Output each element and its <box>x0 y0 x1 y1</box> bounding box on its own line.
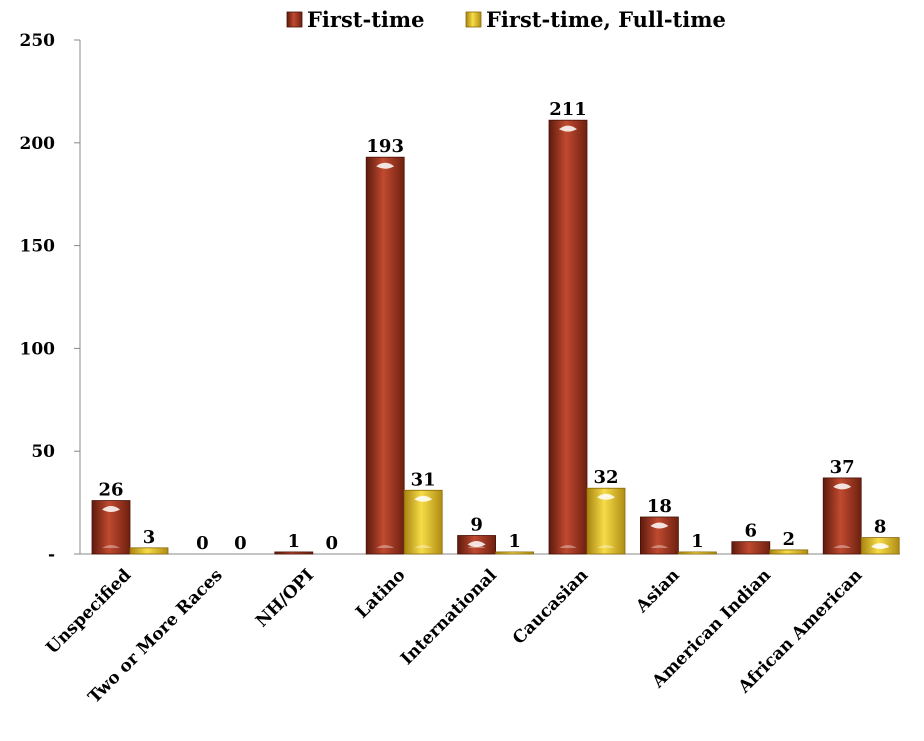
bar <box>678 551 717 555</box>
data-label: 1 <box>691 531 704 552</box>
bar <box>586 487 626 555</box>
x-tick-label: Asian <box>632 565 684 617</box>
data-label: 18 <box>647 496 672 517</box>
data-label: 1 <box>508 531 521 552</box>
bar <box>731 541 771 555</box>
bars <box>91 119 900 555</box>
data-label: 6 <box>745 521 758 542</box>
x-tick-label: NH/OPI <box>252 565 318 631</box>
y-tick-label: 100 <box>20 339 56 359</box>
y-tick-label: 200 <box>20 134 56 154</box>
legend-label: First-time <box>307 7 424 32</box>
data-label: 193 <box>366 136 404 157</box>
bar <box>822 477 862 555</box>
data-label: 8 <box>874 517 887 538</box>
bar <box>129 547 169 555</box>
data-label: 9 <box>470 514 483 535</box>
legend-item: First-time <box>286 7 424 32</box>
bar <box>860 537 900 555</box>
y-tick-label: 250 <box>20 31 56 51</box>
bar <box>91 500 131 555</box>
data-label: 0 <box>326 533 339 554</box>
y-tick-label: 50 <box>31 442 55 462</box>
legend-item: First-time, Full-time <box>465 7 726 32</box>
legend-label: First-time, Full-time <box>486 7 726 32</box>
data-label: 32 <box>593 467 618 488</box>
data-label: 0 <box>196 533 209 554</box>
y-tick-label: - <box>48 545 55 565</box>
legend: First-time First-time, Full-time <box>286 7 726 32</box>
data-label: 1 <box>288 531 301 552</box>
x-tick-label: International <box>397 565 501 669</box>
bar <box>274 551 314 555</box>
bar <box>640 516 679 555</box>
data-labels: 26 0 1 193 9 211 18 6 37 3 0 0 31 1 32 1 2 8 <box>98 99 886 554</box>
data-label: 3 <box>143 527 156 548</box>
x-tick-label: Latino <box>352 565 409 622</box>
x-tick-label: Unspecified <box>42 565 135 658</box>
data-label: 2 <box>783 529 796 550</box>
data-label: 0 <box>234 533 247 554</box>
data-label: 31 <box>411 469 436 490</box>
legend-swatch <box>465 11 482 28</box>
bar <box>403 489 443 555</box>
legend-swatch <box>286 11 303 28</box>
data-label: 211 <box>549 99 587 120</box>
bar <box>769 549 809 555</box>
data-label: 26 <box>98 480 123 501</box>
bar <box>548 119 588 555</box>
data-label: 37 <box>830 457 855 478</box>
bar <box>457 535 497 555</box>
bar <box>365 156 405 555</box>
y-tick-label: 150 <box>20 237 56 257</box>
bar <box>495 551 535 555</box>
x-tick-label: Caucasian <box>509 565 592 648</box>
